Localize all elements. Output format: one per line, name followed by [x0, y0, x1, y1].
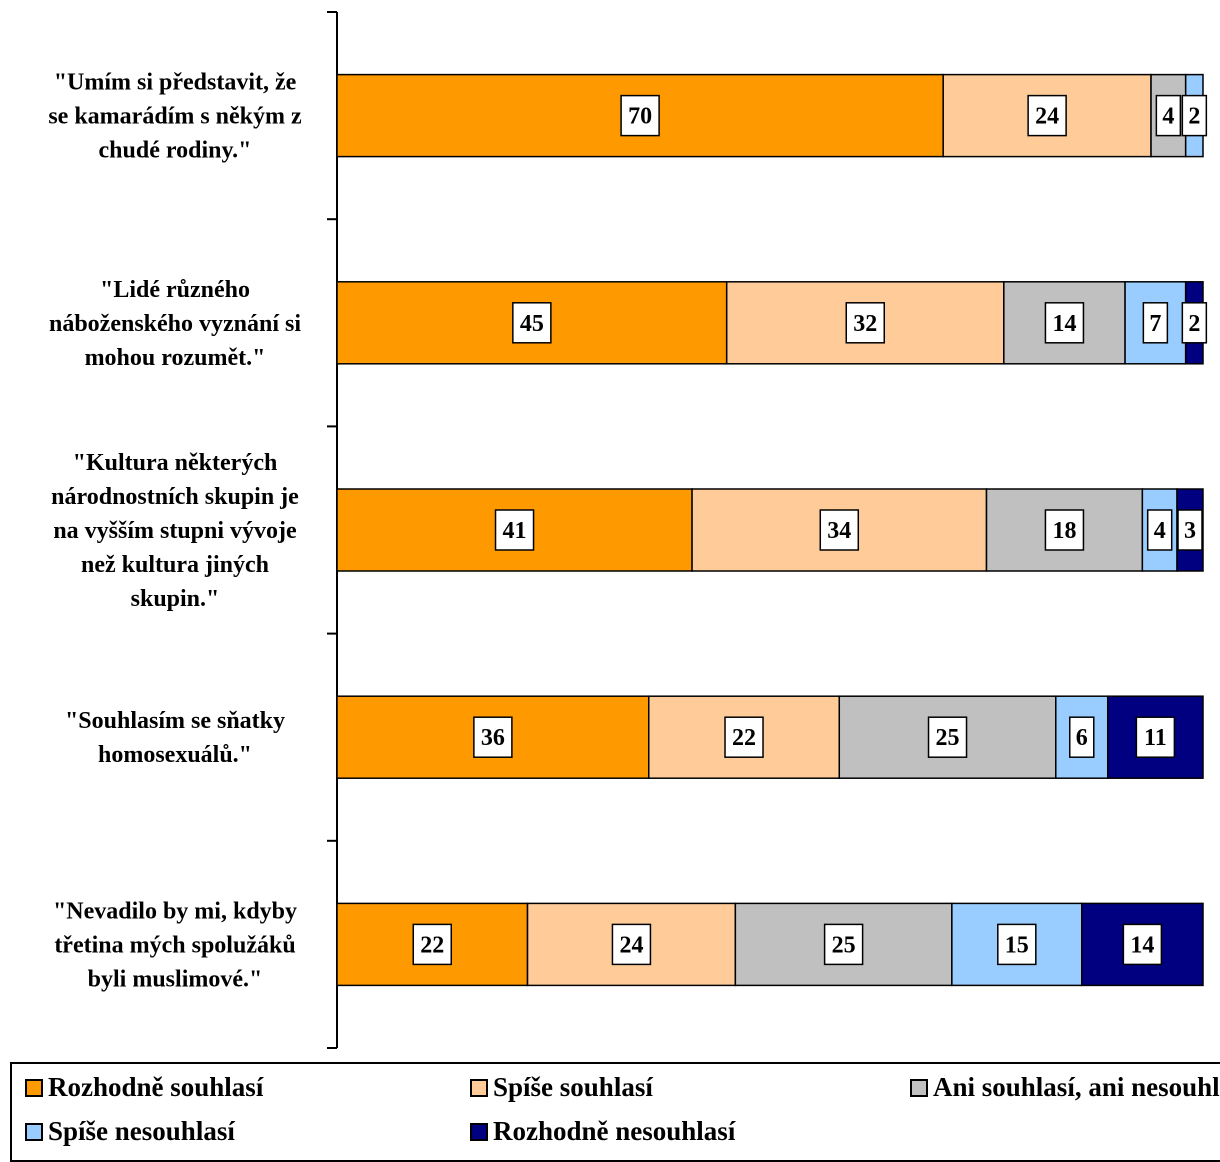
data-label: 36: [481, 725, 505, 751]
category-label: "Nevadilo by mi, kdyby třetina mých spolu…: [53, 898, 297, 992]
data-label: 3: [1184, 518, 1196, 544]
data-label: 11: [1144, 725, 1167, 751]
data-label-box: [1146, 509, 1173, 551]
data-label-box: [1122, 923, 1163, 966]
data-label: 70: [628, 104, 652, 130]
data-label: 2: [1188, 311, 1200, 337]
data-label-box: [1044, 509, 1085, 551]
data-label: 24: [1035, 104, 1059, 130]
data-label: 25: [832, 932, 856, 958]
legend-swatch: [25, 1122, 43, 1141]
category-label: "Lidé různého náboženského vyznání si moho…: [49, 277, 301, 371]
data-label-box: [823, 923, 864, 966]
legend-swatch: [25, 1078, 43, 1097]
data-label: 4: [1162, 104, 1174, 130]
legend-label: Rozhodně souhlasí: [48, 1072, 264, 1102]
data-label: 2: [1188, 104, 1200, 130]
data-label-box: [1177, 509, 1203, 551]
legend-label: Spíše nesouhlasí: [48, 1116, 235, 1146]
legend-label: Rozhodně nesouhlasí: [493, 1116, 736, 1146]
data-label: 15: [1005, 932, 1029, 958]
data-label: 25: [936, 725, 960, 751]
legend-swatch: [470, 1078, 488, 1097]
legend-item-rozhodne-souhlasi: Rozhodně souhlasí: [25, 1072, 263, 1103]
data-label-box: [845, 302, 886, 344]
data-label-box: [620, 94, 660, 137]
legend-label: Spíše souhlasí: [493, 1072, 653, 1102]
data-label-box: [724, 716, 764, 758]
data-label-box: [494, 509, 535, 551]
data-label-box: [512, 302, 552, 344]
data-label-box: [1027, 94, 1067, 137]
data-label-box: [1044, 302, 1085, 344]
data-label-box: [1181, 94, 1208, 137]
data-label-box: [997, 923, 1037, 966]
data-label: 14: [1130, 932, 1154, 958]
data-label: 45: [520, 311, 544, 337]
legend-label: Ani souhlasí, ani nesouhlasí: [933, 1072, 1220, 1102]
data-label-box: [1155, 94, 1182, 137]
data-label-box: [927, 716, 968, 758]
data-label: 4: [1154, 518, 1166, 544]
legend-item-rozhodne-nesouhlasi: Rozhodně nesouhlasí: [470, 1116, 735, 1147]
legend-item-spise-souhlasi: Spíše souhlasí: [470, 1072, 653, 1103]
category-label: "Souhlasím se sňatky homosexuálů.": [65, 708, 285, 768]
data-label: 41: [503, 518, 527, 544]
data-label: 22: [420, 932, 444, 958]
data-label-box: [611, 923, 652, 966]
data-label: 18: [1052, 518, 1076, 544]
data-label: 6: [1076, 725, 1088, 751]
data-label-box: [1069, 716, 1095, 758]
legend-swatch: [470, 1122, 488, 1141]
data-label-box: [1135, 716, 1176, 758]
data-label-box: [819, 509, 860, 551]
data-label: 32: [853, 311, 877, 337]
legend: Rozhodně souhlasí Spíše souhlasí Ani sou…: [10, 1062, 1220, 1162]
data-label: 24: [619, 932, 643, 958]
category-label: "Kultura některých národnostních skupin j…: [51, 450, 299, 612]
bar-segment: [691, 488, 988, 572]
category-label: "Umím si představit, že se kamarádím s ně…: [48, 70, 302, 164]
data-label: 14: [1052, 311, 1076, 337]
data-label: 7: [1149, 311, 1161, 337]
legend-swatch: [910, 1078, 928, 1097]
data-label: 34: [827, 518, 851, 544]
data-label-box: [412, 923, 453, 966]
data-label-box: [1181, 302, 1208, 344]
data-label-box: [473, 716, 513, 758]
data-label: 22: [732, 725, 756, 751]
legend-item-spise-nesouhlasi: Spíše nesouhlasí: [25, 1116, 235, 1147]
stacked-bar-chart: "Umím si představit, že se kamarádím s ně…: [48, 11, 1208, 1049]
data-label-box: [1142, 302, 1169, 344]
legend-item-ani-souhlasi-ani-nesouhlasi: Ani souhlasí, ani nesouhlasí: [910, 1072, 1220, 1103]
